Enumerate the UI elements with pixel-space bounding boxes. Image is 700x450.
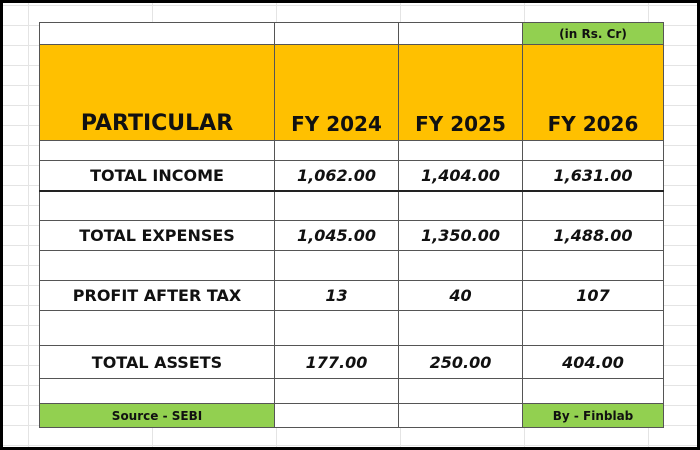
value-cell: 404.00 (522, 345, 664, 379)
cell (398, 250, 523, 281)
cell (274, 403, 399, 428)
blank-row (39, 250, 664, 281)
data-row: TOTAL INCOME 1,062.00 1,404.00 1,631.00 (39, 160, 664, 192)
cell (522, 250, 664, 281)
blank-row (39, 310, 664, 346)
value-cell: 1,045.00 (274, 220, 399, 251)
cell (398, 190, 523, 221)
cell (522, 310, 664, 346)
blank-row (39, 140, 664, 161)
data-row: TOTAL ASSETS 177.00 250.00 404.00 (39, 345, 664, 379)
value-cell: 107 (522, 280, 664, 311)
cell (274, 378, 399, 404)
cell (398, 378, 523, 404)
row-label: TOTAL EXPENSES (39, 220, 275, 251)
value-cell: 1,488.00 (522, 220, 664, 251)
cell (398, 22, 523, 45)
header-cell: FY 2024 (274, 44, 399, 141)
cell (522, 190, 664, 221)
cell (39, 250, 275, 281)
row-label: TOTAL ASSETS (39, 345, 275, 379)
cell (274, 190, 399, 221)
unit-note: (in Rs. Cr) (522, 22, 664, 45)
cell (274, 22, 399, 45)
financial-table: (in Rs. Cr) PARTICULAR FY 2024 FY 2025 F… (39, 22, 664, 428)
header-cell: PARTICULAR (39, 44, 275, 141)
cell (274, 310, 399, 346)
cell (522, 140, 664, 161)
cell (274, 140, 399, 161)
row-label: TOTAL INCOME (39, 160, 275, 192)
row-label: PROFIT AFTER TAX (39, 280, 275, 311)
value-cell: 250.00 (398, 345, 523, 379)
value-cell: 13 (274, 280, 399, 311)
value-cell: 1,631.00 (522, 160, 664, 192)
header-cell: FY 2026 (522, 44, 664, 141)
data-row: PROFIT AFTER TAX 13 40 107 (39, 280, 664, 311)
header-cell: FY 2025 (398, 44, 523, 141)
source: Source - SEBI (39, 403, 275, 428)
cell (398, 140, 523, 161)
cell (39, 190, 275, 221)
value-cell: 1,404.00 (398, 160, 523, 192)
cell (274, 250, 399, 281)
cell (39, 310, 275, 346)
cell (398, 403, 523, 428)
table-body: TOTAL INCOME 1,062.00 1,404.00 1,631.00 TOTA… (39, 140, 664, 404)
cell (39, 22, 275, 45)
value-cell: 1,062.00 (274, 160, 399, 192)
cell (398, 310, 523, 346)
value-cell: 1,350.00 (398, 220, 523, 251)
value-cell: 40 (398, 280, 523, 311)
value-cell: 177.00 (274, 345, 399, 379)
blank-row (39, 378, 664, 404)
cell (39, 140, 275, 161)
cell (522, 378, 664, 404)
cell (39, 378, 275, 404)
blank-row (39, 190, 664, 221)
credit: By - Finblab (522, 403, 664, 428)
data-row: TOTAL EXPENSES 1,045.00 1,350.00 1,488.00 (39, 220, 664, 251)
